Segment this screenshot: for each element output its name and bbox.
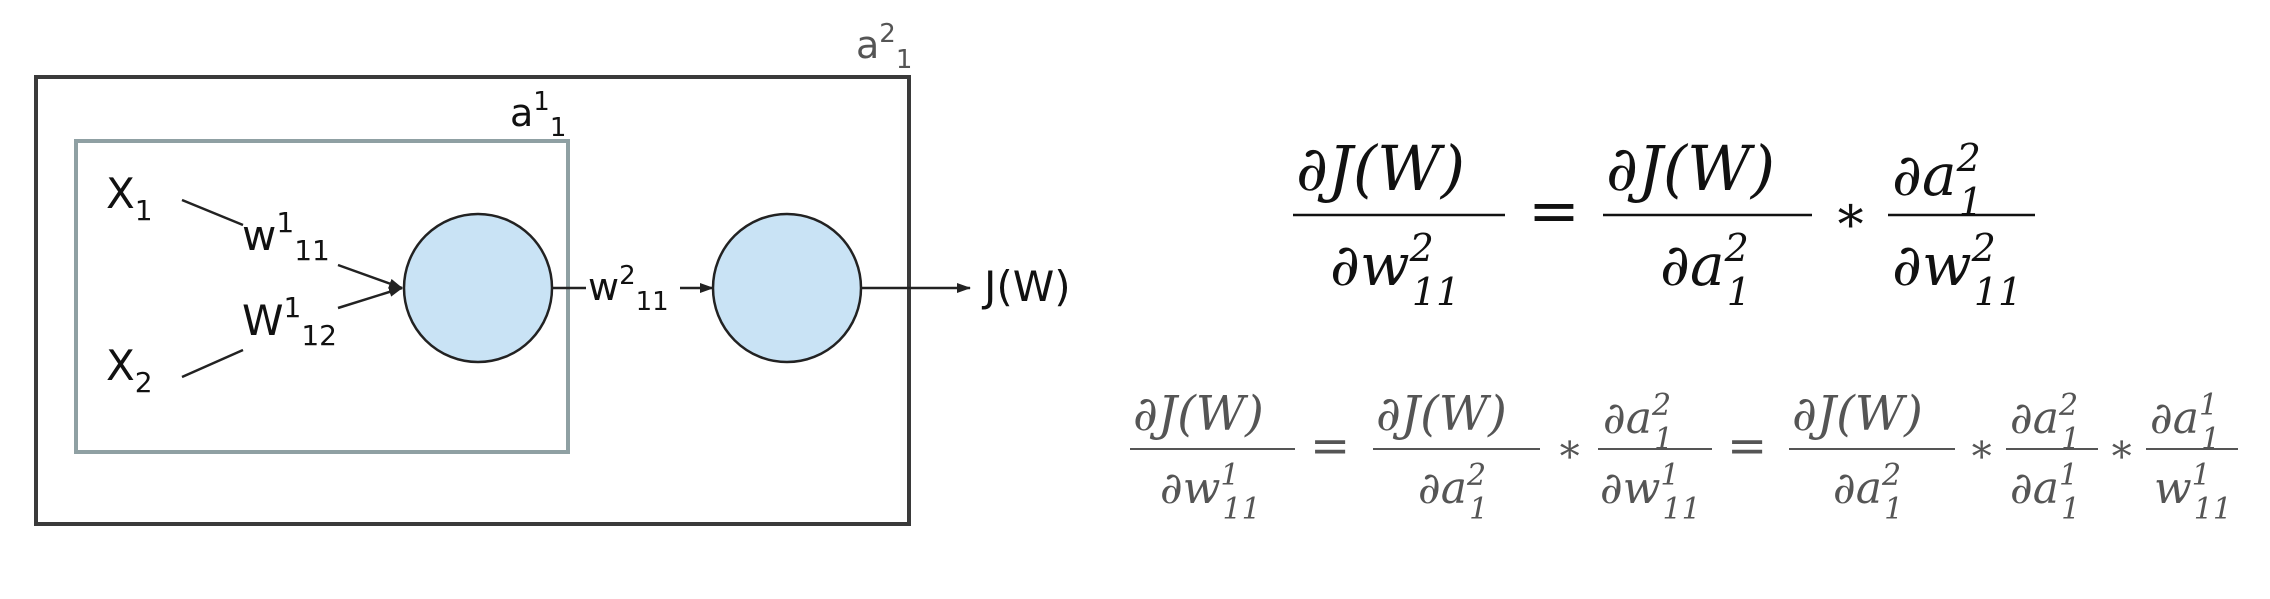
eq1-t2-denominator: ∂w2 11 bbox=[1892, 226, 2022, 314]
eq2-equals-1: = bbox=[1310, 418, 1350, 474]
eq2-lhs-numerator: ∂J(W) bbox=[1133, 386, 1264, 442]
eq1-lhs-denominator: ∂w2 11 bbox=[1330, 226, 1460, 314]
eq2-d-numerator: ∂a2 1 bbox=[2010, 388, 2080, 457]
eq2-a-numerator: ∂J(W) bbox=[1376, 386, 1507, 442]
eq2-e-numerator: ∂a1 1 bbox=[2150, 388, 2220, 457]
eq2-c-denominator: ∂a2 1 bbox=[1833, 458, 1903, 527]
edge-w1-12-arrow bbox=[337, 286, 403, 310]
weight-w1-12-label: W112 bbox=[242, 291, 337, 352]
inner-box bbox=[74, 139, 570, 454]
eq2-e-denominator: w1 11 bbox=[2154, 458, 2232, 527]
outer-box bbox=[34, 75, 911, 526]
eq2-a-denominator: ∂a2 1 bbox=[1418, 458, 1488, 527]
eq1-t1-numerator: ∂J(W) bbox=[1606, 132, 1775, 205]
eq1-lhs-numerator: ∂J(W) bbox=[1296, 132, 1465, 205]
eq1-equals: = bbox=[1528, 174, 1580, 247]
weight-w2-11-label: w211 bbox=[588, 261, 669, 317]
outer-box-label: a21 bbox=[856, 19, 912, 75]
weight-w1-11-label: w111 bbox=[242, 206, 330, 267]
edge-w1-11-arrow bbox=[337, 263, 403, 290]
eq2-multiply-1: ∗ bbox=[1556, 426, 1583, 472]
neuron-hidden bbox=[402, 212, 554, 364]
eq2-c-numerator: ∂J(W) bbox=[1792, 386, 1923, 442]
edge-x2-to-weight bbox=[181, 348, 244, 379]
eq2-d-denominator: ∂a1 1 bbox=[2010, 458, 2080, 527]
neuron-output bbox=[711, 212, 863, 364]
equation-2: ∂J(W) ∂w1 11 = ∂J(W) ∂a2 1 ∗ ∂a2 1 ∂w1 11 = … bbox=[1130, 386, 2238, 527]
eq1-t2-numerator: ∂a2 1 bbox=[1892, 136, 1983, 224]
equation-1: ∂J(W) ∂w2 11 = ∂J(W) ∂a2 1 ∗ ∂a2 1 ∂w2 11 bbox=[1293, 132, 2035, 314]
input-x2-label: X2 bbox=[106, 341, 153, 399]
edge-x1-to-weight bbox=[181, 198, 244, 227]
eq2-lhs-denominator: ∂w1 11 bbox=[1160, 458, 1261, 527]
eq1-multiply: ∗ bbox=[1833, 185, 1868, 245]
eq2-multiply-2: ∗ bbox=[1968, 426, 1995, 472]
eq1-t1-denominator: ∂a2 1 bbox=[1660, 226, 1751, 314]
eq2-equals-2: = bbox=[1727, 418, 1767, 474]
eq2-b-denominator: ∂w1 11 bbox=[1600, 458, 1701, 527]
eq2-multiply-3: ∗ bbox=[2108, 426, 2135, 472]
input-x1-label: X1 bbox=[106, 169, 153, 227]
eq2-b-numerator: ∂a2 1 bbox=[1603, 388, 1673, 457]
output-label: J(W) bbox=[981, 262, 1071, 311]
inner-box-label: a11 bbox=[510, 87, 566, 143]
